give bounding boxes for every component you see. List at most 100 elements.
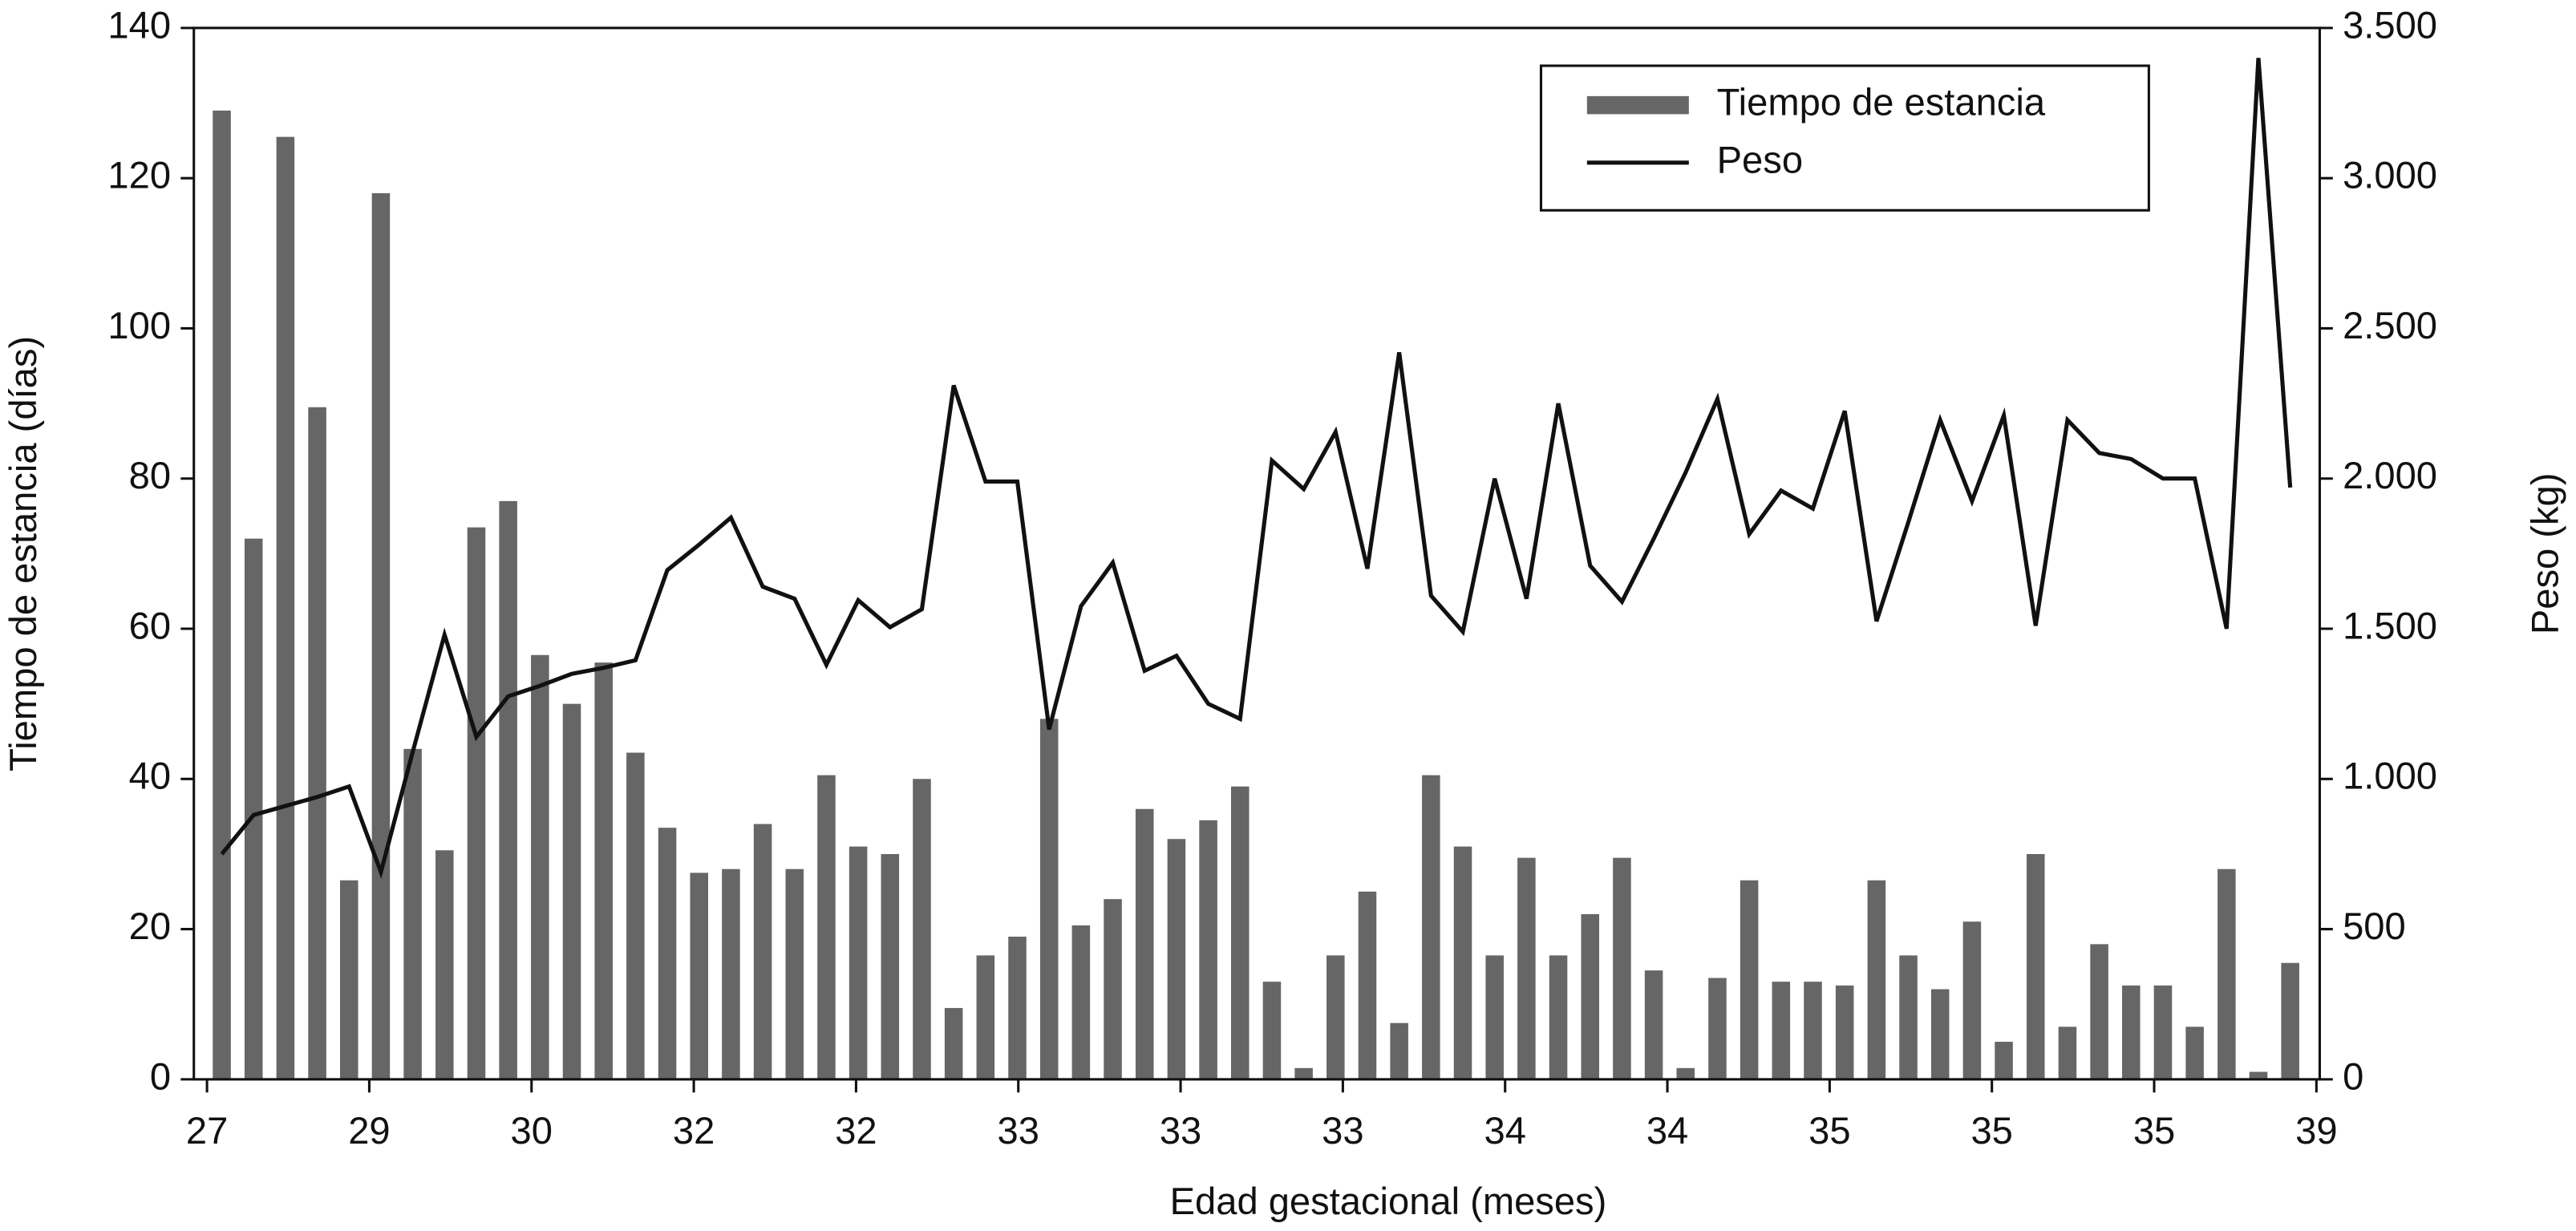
- y2-tick-label: 0: [2343, 1055, 2363, 1097]
- x-tick-label: 35: [1970, 1109, 2012, 1152]
- bar: [690, 873, 708, 1079]
- bar: [1549, 955, 1568, 1079]
- bar: [913, 779, 931, 1079]
- bar: [1071, 925, 1091, 1079]
- bar: [1613, 857, 1631, 1079]
- bar: [467, 527, 486, 1079]
- bar: [785, 869, 804, 1079]
- bar: [1294, 1067, 1313, 1079]
- y-tick-label: 120: [107, 154, 171, 196]
- bar: [1644, 970, 1663, 1079]
- x-tick-label: 29: [348, 1109, 390, 1152]
- bar: [1231, 786, 1250, 1079]
- bar: [1835, 985, 1854, 1079]
- y2-tick-label: 1.500: [2343, 604, 2437, 646]
- x-tick-label: 39: [2295, 1109, 2337, 1152]
- bar: [1167, 839, 1186, 1079]
- bar: [626, 752, 645, 1079]
- plot-frame: [192, 26, 2321, 1081]
- bar: [339, 880, 358, 1079]
- x-tick-label: 35: [1808, 1109, 1850, 1152]
- y-tick-label: 140: [107, 3, 171, 46]
- bar: [1453, 846, 1472, 1079]
- bar: [1995, 1042, 2013, 1079]
- bar: [1676, 1067, 1695, 1079]
- line: [220, 58, 2293, 879]
- bar: [1008, 936, 1027, 1079]
- bar: [1581, 913, 1600, 1079]
- bar: [276, 136, 295, 1079]
- y-tick-label: 20: [129, 905, 171, 947]
- bar: [1772, 982, 1791, 1079]
- bar: [435, 850, 454, 1079]
- legend-box: [1539, 64, 2150, 212]
- bar: [1930, 989, 1950, 1079]
- bar: [881, 853, 900, 1079]
- y-tick-label: 0: [150, 1055, 171, 1097]
- bar: [1899, 955, 1918, 1079]
- x-tick-label: 32: [835, 1109, 877, 1152]
- bar: [1104, 899, 1122, 1079]
- bar: [1485, 955, 1504, 1079]
- bar: [1708, 978, 1727, 1079]
- legend-label: Tiempo de estancia: [1717, 81, 2046, 124]
- y-tick-label: 100: [107, 304, 171, 346]
- y2-tick-label: 1.000: [2343, 755, 2437, 797]
- bar: [1039, 719, 1059, 1079]
- x-tick-label: 33: [1160, 1109, 1201, 1152]
- bar: [1962, 921, 1982, 1079]
- bar: [944, 1007, 963, 1079]
- x-tick-label: 35: [2133, 1109, 2175, 1152]
- bar: [1740, 880, 1759, 1079]
- bar: [658, 828, 677, 1079]
- bar: [308, 407, 326, 1079]
- x-tick-label: 34: [1646, 1109, 1688, 1152]
- bar: [1326, 955, 1345, 1079]
- bar: [1517, 857, 1536, 1079]
- bar: [2090, 944, 2108, 1079]
- bar: [562, 703, 581, 1079]
- bar: [244, 538, 263, 1079]
- bar: [1358, 891, 1377, 1079]
- bar: [1804, 982, 1822, 1079]
- y2-tick-label: 3.000: [2343, 154, 2437, 196]
- x-tick-label: 33: [998, 1109, 1039, 1152]
- bar: [1422, 775, 1440, 1079]
- y-tick-label: 60: [129, 604, 171, 646]
- bar: [213, 110, 231, 1079]
- bar: [371, 192, 391, 1079]
- bar: [2249, 1071, 2268, 1079]
- bar: [2058, 1027, 2077, 1079]
- y2-axis-label: Peso (kg): [2524, 473, 2566, 635]
- legend-label: Peso: [1717, 138, 1803, 180]
- bar: [849, 846, 868, 1079]
- x-tick-label: 27: [186, 1109, 228, 1152]
- x-tick-label: 30: [511, 1109, 553, 1152]
- x-tick-label: 32: [673, 1109, 715, 1152]
- y2-tick-label: 2.500: [2343, 304, 2437, 346]
- bar: [817, 775, 836, 1079]
- bar: [976, 955, 995, 1079]
- y2-tick-label: 3.500: [2343, 3, 2437, 46]
- bar: [1390, 1022, 1408, 1079]
- bar: [499, 500, 517, 1079]
- y2-tick-label: 500: [2343, 905, 2406, 947]
- bar: [722, 869, 740, 1079]
- x-tick-label: 34: [1484, 1109, 1526, 1152]
- bar: [1867, 880, 1886, 1079]
- bar: [2281, 962, 2299, 1079]
- bar: [1135, 808, 1154, 1079]
- bar: [594, 662, 613, 1079]
- x-tick-label: 33: [1322, 1109, 1363, 1152]
- bar: [2153, 985, 2173, 1079]
- y2-tick-label: 2.000: [2343, 454, 2437, 496]
- y-tick-label: 40: [129, 755, 171, 797]
- bar: [531, 654, 549, 1079]
- bar: [2218, 869, 2236, 1079]
- y-axis-label: Tiempo de estancia (días): [2, 336, 44, 771]
- bar: [753, 824, 772, 1079]
- bar: [2185, 1027, 2204, 1079]
- bar: [1262, 982, 1282, 1079]
- bar: [2122, 985, 2141, 1079]
